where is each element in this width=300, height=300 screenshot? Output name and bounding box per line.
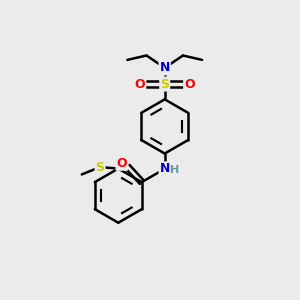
Text: O: O [184, 77, 195, 91]
Text: O: O [116, 157, 127, 170]
Text: S: S [95, 160, 104, 174]
Text: S: S [160, 77, 169, 91]
Text: O: O [135, 77, 145, 91]
Text: N: N [160, 162, 170, 175]
Text: H: H [169, 165, 179, 175]
Text: N: N [160, 61, 170, 74]
